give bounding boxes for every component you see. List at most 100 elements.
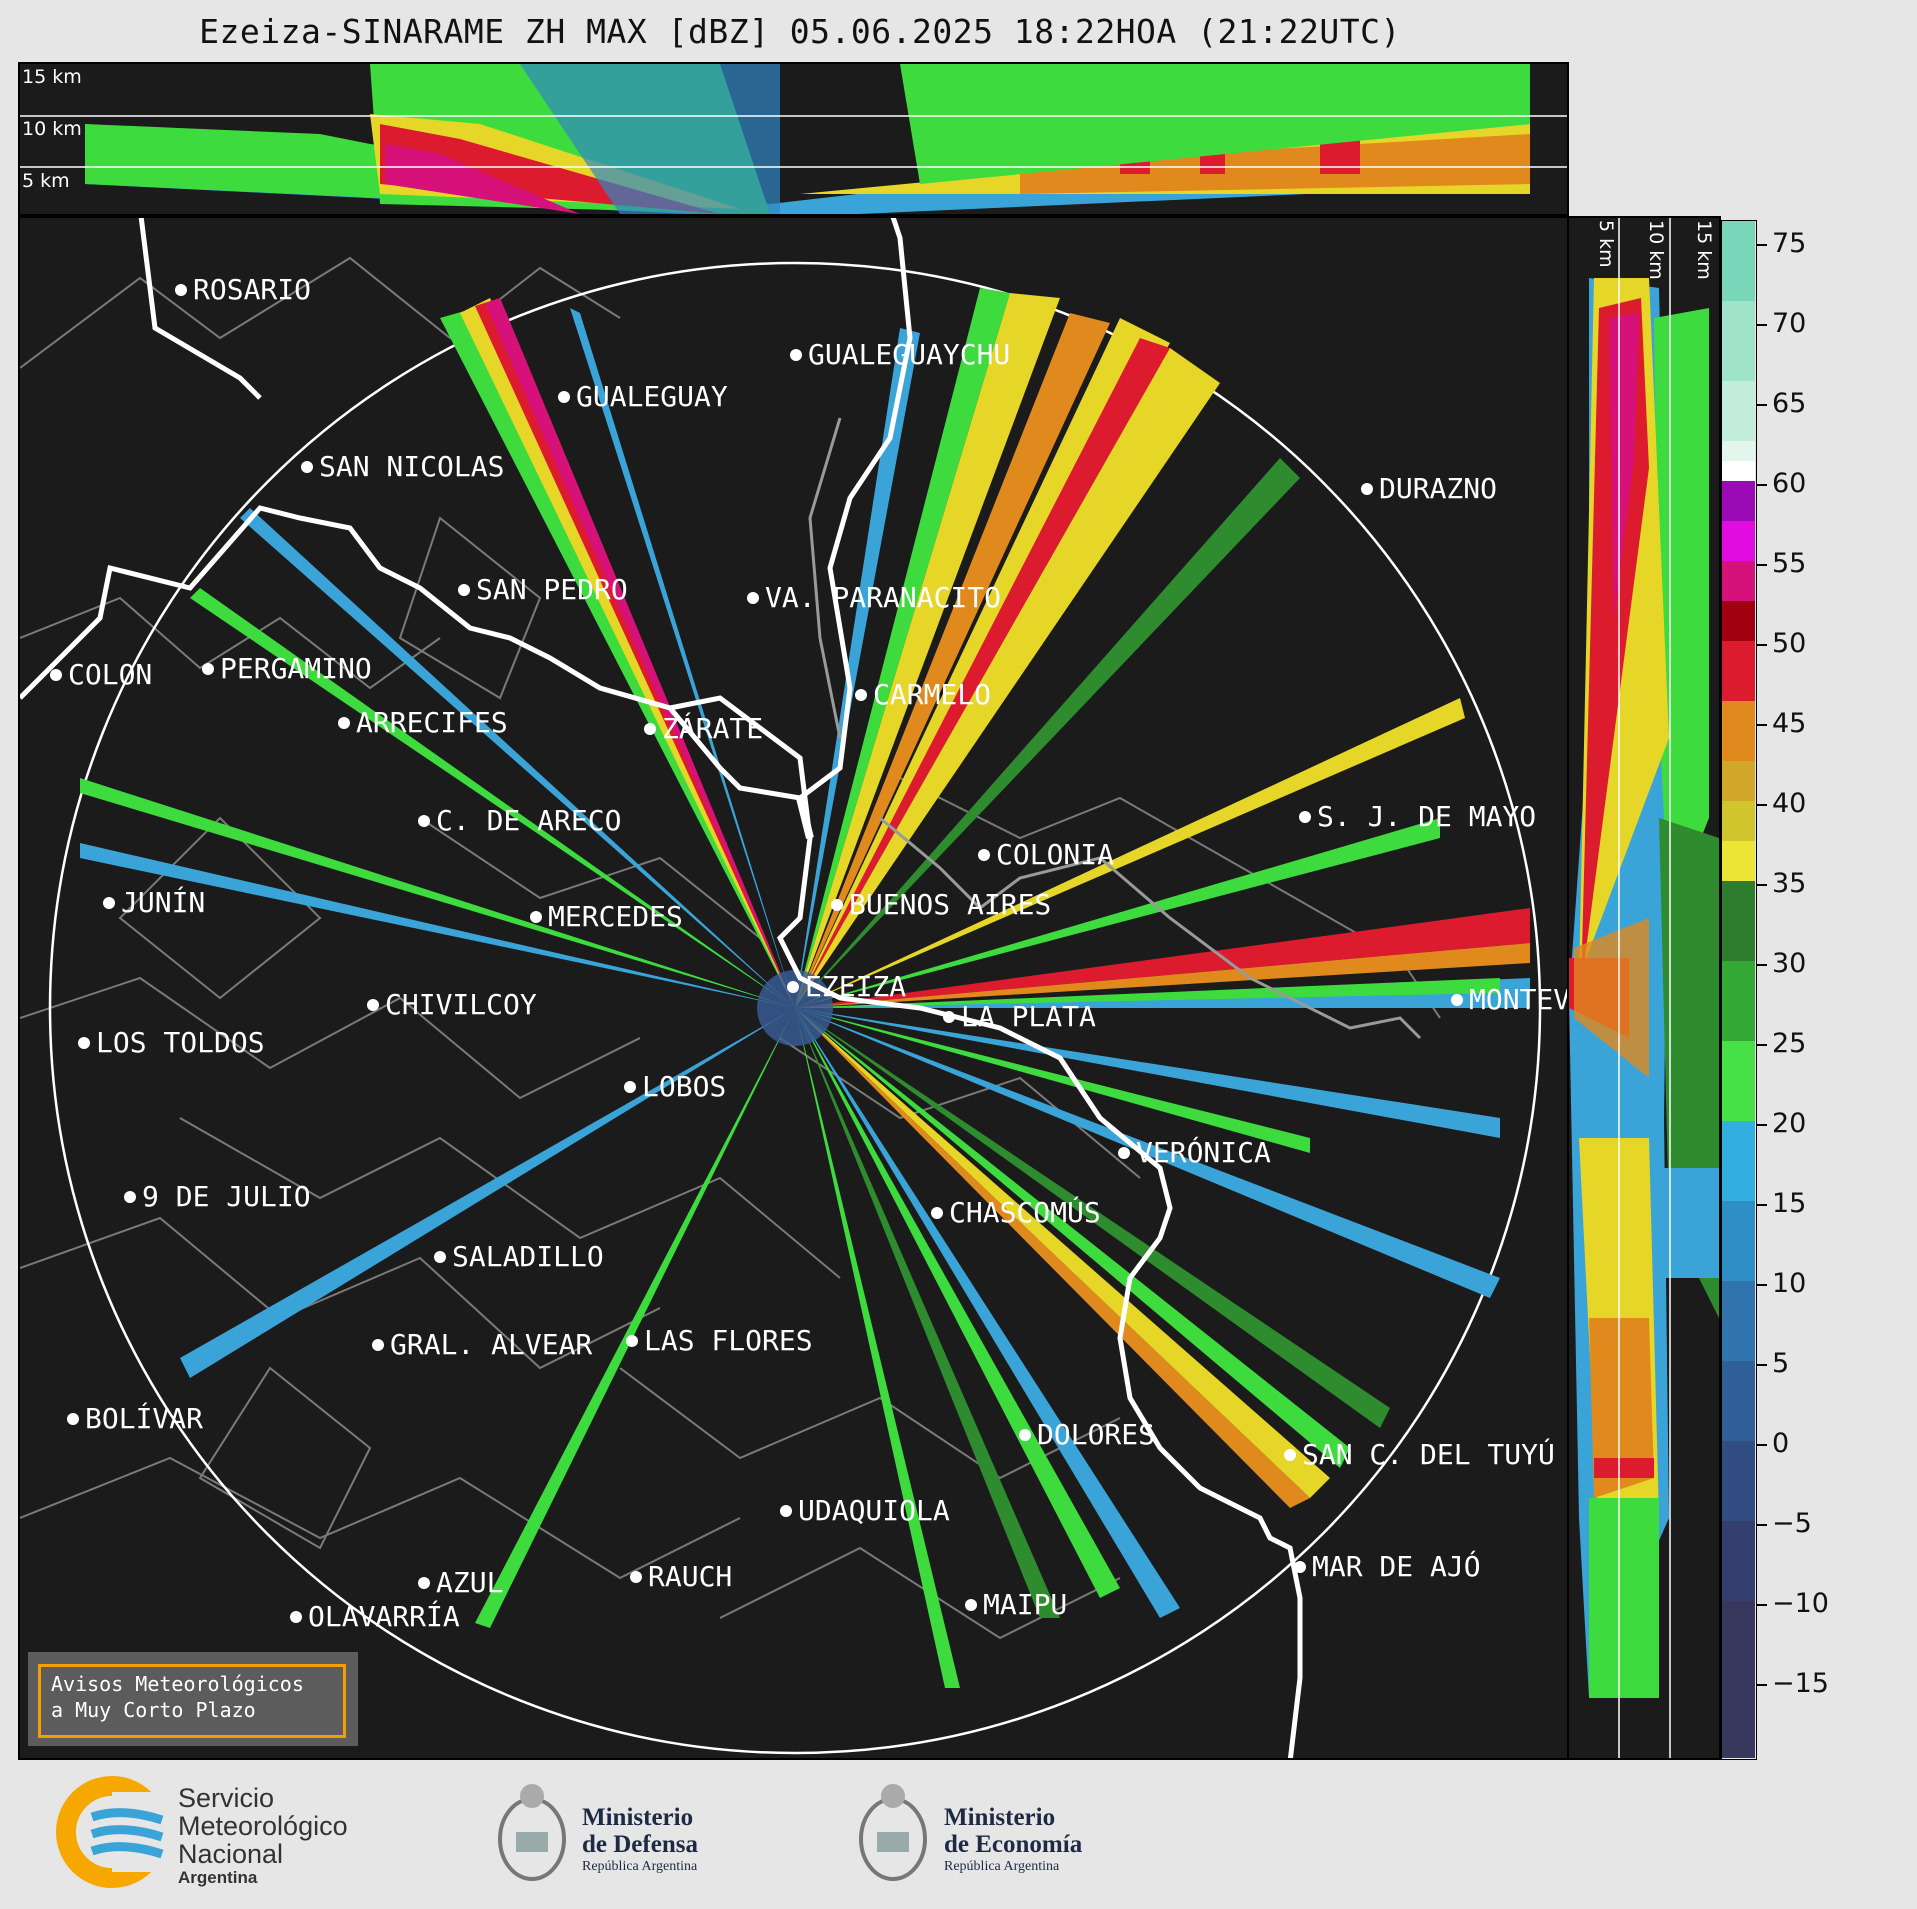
colorbar-tick-label: 45 [1772,708,1807,739]
city-dot-icon [1451,993,1463,1006]
colorbar-tick-label: 50 [1772,628,1807,659]
colorbar-tick-mark [1757,484,1767,486]
city-buenos-aires: BUENOS AIRES [831,888,1051,921]
city-dot-icon [1294,1560,1306,1573]
city-arrecifes: ARRECIFES [338,706,508,739]
colorbar-tick-label: 25 [1772,1028,1807,1059]
avisos-background [28,1652,358,1746]
colorbar-tick-mark [1757,1524,1767,1526]
city-dot-icon [372,1338,384,1351]
radar-map-panel: ROSARIO GUALEGUAYCHU GUALEGUAY SAN NICOL… [18,216,1569,1760]
city-chivilcoy: CHIVILCOY [367,988,537,1021]
colorbar-tick-mark [1757,804,1767,806]
side-15km-label: 15 km [1693,220,1715,280]
city-dot-icon [1019,1428,1031,1441]
colorbar-tick-label: −5 [1772,1508,1812,1539]
city-veronica: VERÓNICA [1118,1136,1271,1169]
coastline [20,218,1303,1758]
city-dot-icon [1361,482,1373,495]
city-san-pedro: SAN PEDRO [458,573,628,606]
city-dot-icon [50,668,62,681]
colorbar-tick-label: 0 [1772,1428,1790,1459]
city-durazno: DURAZNO [1361,472,1497,505]
city-c-de-areco: C. DE ARECO [418,804,621,837]
economia-emblem-icon [859,1784,927,1881]
province-borders [20,256,1441,1640]
city-9-de-julio: 9 DE JULIO [124,1180,311,1213]
colorbar-tick-label: 15 [1772,1188,1807,1219]
city-colon: COLON [50,658,152,691]
colorbar-tick-label: 65 [1772,388,1807,419]
city-dot-icon [103,896,115,909]
colorbar-tick-mark [1757,724,1767,726]
city-pergamino: PERGAMINO [202,652,372,685]
colorbar-tick-mark [1757,1044,1767,1046]
colorbar-tick-label: −10 [1772,1588,1829,1619]
radar-map [20,218,1542,1758]
colorbar-tick-label: 75 [1772,228,1807,259]
city-dot-icon [626,1334,638,1347]
city-lobos: LOBOS [624,1070,726,1103]
top-cross-section-panel: 15 km 10 km 5 km [18,62,1569,216]
city-dot-icon [965,1598,977,1611]
city-san-nicolas: SAN NICOLAS [301,450,504,483]
city-dot-icon [367,998,379,1011]
city-dot-icon [978,848,990,861]
city-montevideo: MONTEV [1451,983,1567,1016]
city-gualeguaychu: GUALEGUAYCHU [790,338,1010,371]
city-mar-de-ajo: MAR DE AJÓ [1294,1550,1481,1583]
colorbar-tick-label: 55 [1772,548,1807,579]
city-los-toldos: LOS TOLDOS [78,1026,265,1059]
top-10km-label: 10 km [22,118,82,140]
city-s-j-de-mayo: S. J. DE MAYO [1299,800,1536,833]
city-dot-icon [558,390,570,403]
city-dot-icon [530,910,542,923]
city-zarate: ZÁRATE [644,712,763,745]
colorbar-tick-mark [1757,1444,1767,1446]
city-dot-icon [418,1576,430,1589]
colorbar-tick-mark [1757,1364,1767,1366]
city-dot-icon [747,591,759,604]
city-gral-alvear: GRAL. ALVEAR [372,1328,592,1361]
city-dot-icon [1284,1448,1296,1461]
colorbar-tick-mark [1757,1124,1767,1126]
colorbar-tick-mark [1757,1684,1767,1686]
city-azul: AZUL [418,1566,503,1599]
avisos-link[interactable]: Avisos Meteorológicos a Muy Corto Plazo [38,1664,346,1738]
city-colonia: COLONIA [978,838,1114,871]
city-rauch: RAUCH [630,1560,732,1593]
city-dot-icon [630,1570,642,1583]
colorbar-tick-label: 70 [1772,308,1807,339]
city-dot-icon [780,1504,792,1517]
map-title: Ezeiza-SINARAME ZH MAX [dBZ] 05.06.2025 … [199,12,1401,51]
avisos-line-2: a Muy Corto Plazo [51,1698,256,1722]
colorbar-tick-label: 5 [1772,1348,1790,1379]
city-dot-icon [175,283,187,296]
colorbar-tick-mark [1757,964,1767,966]
colorbar-tick-mark [1757,244,1767,246]
top-15km-label: 15 km [22,66,82,88]
side-cross-section-image [1569,218,1719,1758]
side-cross-section-panel: 5 km 10 km 15 km [1569,216,1721,1760]
city-bolivar: BOLÍVAR [67,1402,203,1435]
city-dot-icon [831,898,843,911]
colorbar-tick-label: 30 [1772,948,1807,979]
city-dot-icon [458,583,470,596]
city-dot-icon [290,1610,302,1623]
city-dot-icon [124,1190,136,1203]
city-dot-icon [790,348,802,361]
colorbar-tick-label: 40 [1772,788,1807,819]
smn-logo-icon [56,1776,172,1888]
colorbar-tick-label: 60 [1772,468,1807,499]
city-dot-icon [301,460,313,473]
city-dot-icon [1118,1146,1130,1159]
city-dot-icon [338,716,350,729]
city-dot-icon [644,722,656,735]
city-la-plata: LA PLATA [943,1000,1096,1033]
colorbar-tick-mark [1757,644,1767,646]
side-10km-label: 10 km [1645,220,1667,280]
colorbar-tick-label: 35 [1772,868,1807,899]
city-dot-icon [78,1036,90,1049]
colorbar-tick-mark [1757,564,1767,566]
defensa-emblem-icon [498,1784,566,1881]
